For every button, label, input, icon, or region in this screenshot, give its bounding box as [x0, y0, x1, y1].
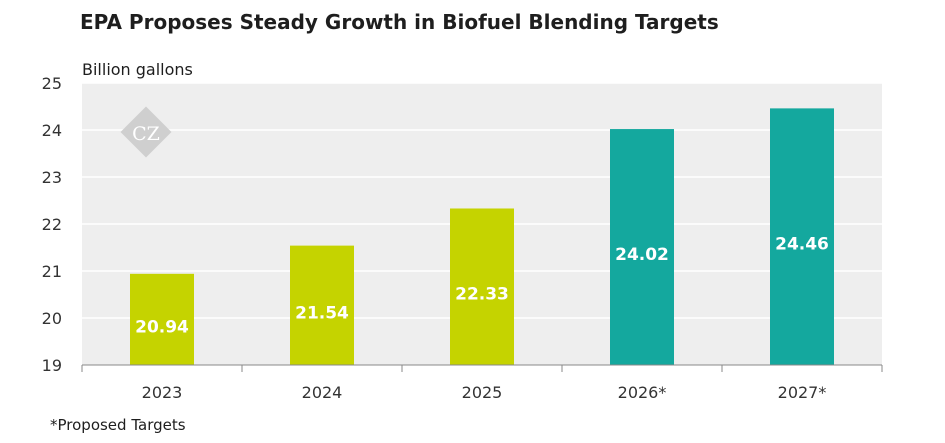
y-tick-label: 23 [42, 168, 62, 187]
y-tick-label: 22 [42, 215, 62, 234]
bar-2023 [130, 273, 194, 365]
data-labels: 20.94 21.54 22.33 24.02 24.46 [135, 235, 829, 338]
data-label: 24.46 [775, 235, 829, 255]
y-tick-label: 19 [42, 356, 62, 375]
bar-chart: CZ 20.94 21.54 22.33 24.02 24.46 19 20 21 22 23 2… [42, 60, 883, 402]
footnote: *Proposed Targets [50, 416, 186, 434]
x-tick-label: 2026* [618, 383, 667, 402]
bars [130, 108, 834, 365]
data-label: 24.02 [615, 245, 669, 265]
bar-2025 [450, 208, 514, 365]
watermark-text: CZ [132, 123, 160, 145]
bar-2024 [290, 245, 354, 365]
x-tick-label: 2024 [302, 383, 343, 402]
data-label: 22.33 [455, 285, 509, 305]
x-axis-ticks: 2023 2024 2025 2026* 2027* [81, 365, 883, 402]
y-tick-label: 21 [42, 262, 62, 281]
data-label: 21.54 [295, 303, 349, 323]
x-tick-label: 2025 [462, 383, 503, 402]
bar-2026-proposed [610, 129, 674, 365]
y-axis-ticks: 19 20 21 22 23 24 25 [42, 74, 62, 375]
x-tick-label: 2027* [778, 383, 827, 402]
y-tick-label: 20 [42, 309, 62, 328]
bar-2027-proposed [770, 108, 834, 365]
y-tick-label: 25 [42, 74, 62, 93]
data-label: 20.94 [135, 317, 189, 337]
y-tick-label: 24 [42, 121, 62, 140]
cz-diamond-logo-icon: CZ [120, 106, 172, 158]
chart-title: EPA Proposes Steady Growth in Biofuel Bl… [80, 10, 719, 34]
y-axis-label: Billion gallons [82, 60, 193, 79]
x-tick-label: 2023 [142, 383, 183, 402]
